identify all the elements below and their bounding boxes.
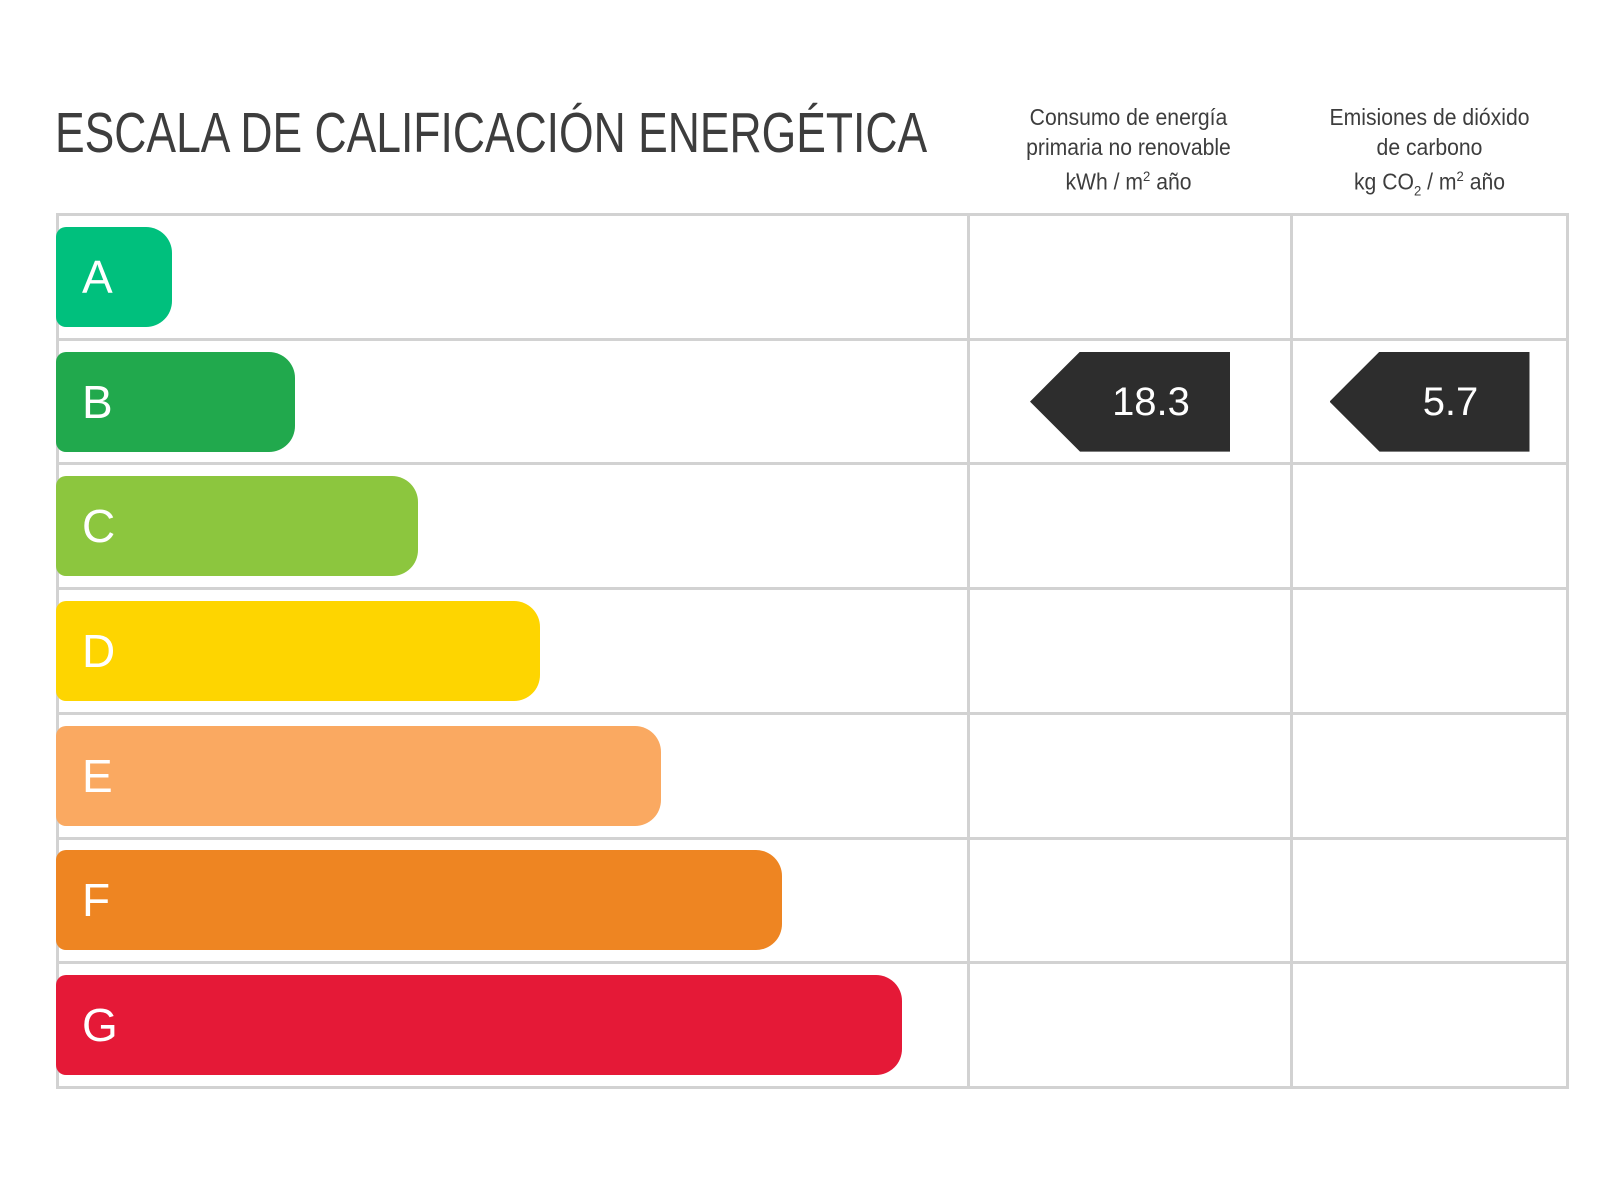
column-header-emissions: Emisiones de dióxido de carbono kg CO2 /… bbox=[1301, 102, 1558, 206]
rating-row-e-consumption-cell bbox=[970, 714, 1290, 837]
consumption-value-arrow: 18.3 bbox=[1030, 351, 1230, 452]
rating-letter-e: E bbox=[82, 749, 113, 802]
rating-letter-d: D bbox=[82, 624, 116, 677]
rating-row-a-emissions-cell bbox=[1293, 216, 1566, 338]
consumption-value: 18.3 bbox=[1112, 379, 1190, 424]
rating-letter-b: B bbox=[82, 375, 113, 428]
column-header-consumption: Consumo de energía primaria no renovable… bbox=[980, 102, 1277, 197]
emissions-header-line1: Emisiones de dióxido bbox=[1329, 104, 1530, 130]
rating-row-g-scale-cell: G bbox=[56, 964, 967, 1086]
rating-row-b-emissions-cell: 5.7 bbox=[1293, 340, 1566, 463]
rating-letter-g: G bbox=[82, 999, 118, 1052]
rating-row-c-consumption-cell bbox=[970, 465, 1290, 588]
rating-row-g-emissions-cell bbox=[1293, 964, 1566, 1086]
rating-row-g-consumption-cell bbox=[970, 964, 1290, 1086]
rating-bar-d: D bbox=[56, 600, 540, 701]
rating-row-c-scale-cell: C bbox=[56, 465, 967, 588]
rating-scale-table: A B 18.3 5.7 C D E bbox=[56, 213, 1569, 1089]
rating-row-b-scale-cell: B bbox=[56, 340, 967, 463]
rating-letter-a: A bbox=[82, 250, 113, 303]
rating-letter-f: F bbox=[82, 874, 111, 927]
rating-row-a-scale-cell: A bbox=[56, 216, 967, 338]
rating-row-f-emissions-cell bbox=[1293, 839, 1566, 962]
emissions-header-unit: kg CO2 / m2 año bbox=[1353, 168, 1506, 200]
page-title: ESCALA DE CALIFICACIÓN ENERGÉTICA bbox=[55, 101, 928, 165]
consumption-header-unit: kWh / m2 año bbox=[1065, 168, 1192, 195]
rating-row-b-consumption-cell: 18.3 bbox=[970, 340, 1290, 463]
emissions-header-line2: de carbono bbox=[1376, 134, 1483, 160]
rating-row-f-consumption-cell bbox=[970, 839, 1290, 962]
rating-row-a-consumption-cell bbox=[970, 216, 1290, 338]
rating-row-d-consumption-cell bbox=[970, 590, 1290, 712]
rating-bar-b: B bbox=[56, 351, 295, 452]
consumption-header-line2: primaria no renovable bbox=[1026, 134, 1231, 160]
rating-row-c-emissions-cell bbox=[1293, 465, 1566, 588]
rating-row-d-emissions-cell bbox=[1293, 590, 1566, 712]
rating-bar-g: G bbox=[56, 975, 902, 1076]
rating-bar-c: C bbox=[56, 476, 418, 577]
rating-bar-a: A bbox=[56, 226, 172, 327]
rating-row-e-emissions-cell bbox=[1293, 714, 1566, 837]
rating-bar-f: F bbox=[56, 850, 782, 951]
emissions-value-arrow: 5.7 bbox=[1329, 351, 1530, 452]
rating-row-d-scale-cell: D bbox=[56, 590, 967, 712]
rating-bar-e: E bbox=[56, 725, 661, 826]
rating-row-e-scale-cell: E bbox=[56, 714, 967, 837]
rating-letter-c: C bbox=[82, 500, 116, 553]
consumption-header-line1: Consumo de energía bbox=[1029, 104, 1228, 130]
rating-row-f-scale-cell: F bbox=[56, 839, 967, 962]
emissions-value: 5.7 bbox=[1422, 379, 1479, 424]
